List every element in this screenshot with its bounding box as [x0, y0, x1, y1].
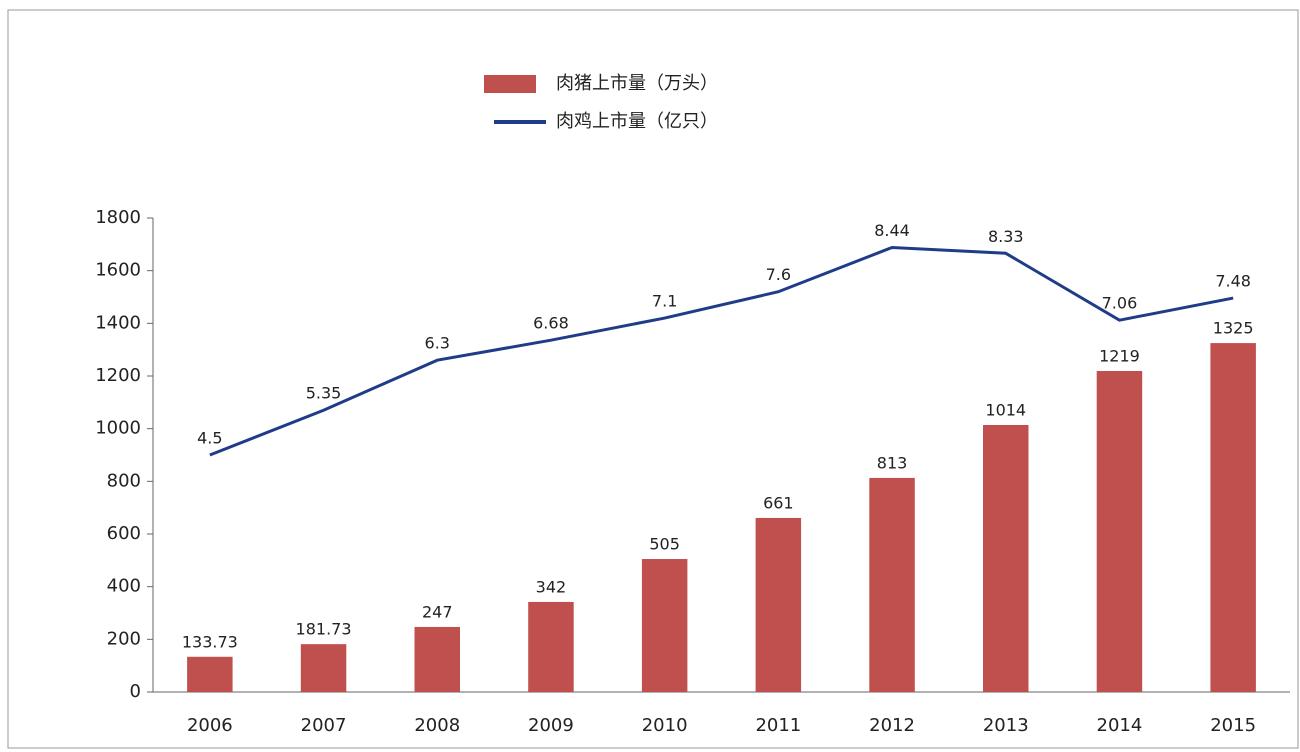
- data-label: 8.33: [988, 227, 1024, 246]
- y-tick-label: 400: [107, 576, 141, 597]
- y-tick-label: 1400: [95, 312, 141, 333]
- bar: [983, 424, 1029, 692]
- bar: [1210, 343, 1256, 692]
- data-label: 1219: [1099, 346, 1140, 365]
- bar: [869, 477, 915, 692]
- data-label: 661: [763, 493, 794, 512]
- bar: [414, 626, 460, 692]
- data-label: 813: [877, 453, 908, 472]
- data-label: 1014: [985, 400, 1026, 419]
- y-tick-label: 1600: [95, 260, 141, 281]
- legend-label: 肉鸡上市量（亿只）: [556, 111, 718, 132]
- x-tick-label: 2006: [187, 715, 233, 736]
- data-label: 1325: [1213, 319, 1254, 338]
- x-tick-label: 2010: [642, 715, 688, 736]
- x-tick-label: 2015: [1210, 715, 1256, 736]
- y-tick-label: 600: [107, 523, 141, 544]
- bar: [1096, 370, 1143, 692]
- data-label: 247: [422, 602, 453, 621]
- bar: [187, 656, 233, 692]
- x-tick-label: 2011: [755, 715, 801, 736]
- y-tick-label: 800: [107, 470, 141, 491]
- bar: [755, 517, 802, 692]
- y-tick-label: 200: [107, 628, 141, 649]
- bar: [528, 601, 574, 692]
- data-label: 7.1: [652, 292, 677, 311]
- data-label: 8.44: [874, 221, 910, 240]
- x-tick-label: 2008: [414, 715, 460, 736]
- data-label: 6.3: [425, 334, 450, 353]
- data-label: 6.68: [533, 314, 569, 333]
- data-label: 7.48: [1215, 272, 1251, 291]
- data-label: 5.35: [306, 384, 342, 403]
- x-tick-label: 2009: [528, 715, 574, 736]
- x-tick-label: 2012: [869, 715, 915, 736]
- data-label: 7.06: [1102, 294, 1138, 313]
- y-tick-label: 1000: [95, 418, 141, 439]
- data-label: 7.6: [766, 265, 791, 284]
- x-tick-label: 2014: [1097, 715, 1143, 736]
- y-tick-label: 1800: [95, 207, 141, 228]
- y-tick-label: 0: [130, 681, 141, 702]
- x-tick-label: 2013: [983, 715, 1029, 736]
- bar: [300, 644, 347, 692]
- data-label: 342: [536, 577, 567, 596]
- data-label: 133.73: [182, 632, 238, 651]
- line: [209, 245, 1234, 457]
- data-label: 4.5: [197, 429, 222, 448]
- data-label: 181.73: [296, 620, 352, 639]
- legend-label: 肉猪上市量（万头）: [556, 73, 718, 94]
- y-tick-label: 1200: [95, 365, 141, 386]
- x-tick-label: 2007: [301, 715, 347, 736]
- data-label: 505: [649, 535, 680, 554]
- legend-swatch: [484, 75, 536, 93]
- bar: [641, 559, 688, 692]
